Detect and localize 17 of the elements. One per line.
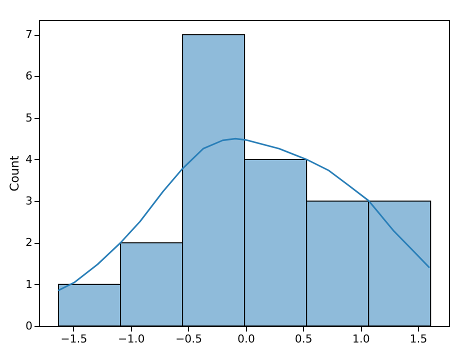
y-tick-label: 0: [26, 320, 32, 332]
x-tick-label: 1.5: [410, 332, 428, 346]
y-tick-label: 4: [26, 152, 32, 166]
x-tick-label: 1.0: [352, 332, 370, 346]
y-tick-label: 7: [26, 28, 32, 42]
line-series: [57, 138, 430, 292]
x-tick-label: 0.0: [237, 332, 255, 346]
x-tick-label: 0.5: [294, 332, 312, 346]
y-tick-label: 6: [26, 70, 32, 83]
x-tick-label: −0.5: [175, 332, 202, 346]
y-tick-label: 5: [26, 111, 32, 124]
y-tick-label: 1: [26, 278, 32, 291]
y-axis-title: Count: [8, 155, 22, 192]
y-tick-label: 2: [26, 236, 32, 250]
y-tick-label: 3: [26, 194, 32, 208]
x-tick-label: −1.0: [118, 332, 145, 346]
x-tick-label: −1.5: [60, 332, 88, 346]
